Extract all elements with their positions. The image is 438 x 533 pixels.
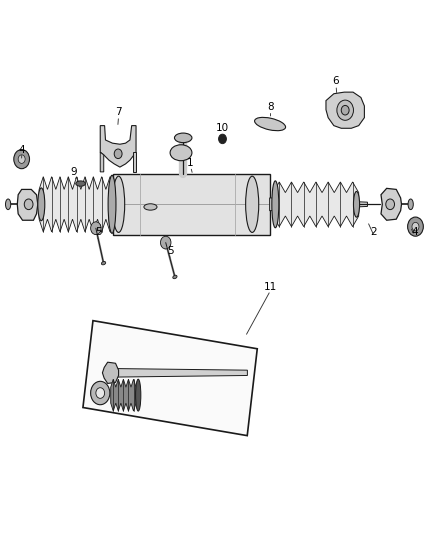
- Ellipse shape: [353, 191, 360, 217]
- Circle shape: [412, 222, 419, 231]
- Polygon shape: [161, 236, 166, 243]
- Text: 9: 9: [71, 167, 78, 177]
- Ellipse shape: [38, 188, 45, 221]
- Ellipse shape: [113, 176, 125, 232]
- Polygon shape: [166, 239, 170, 246]
- Circle shape: [18, 155, 25, 164]
- Polygon shape: [102, 362, 119, 383]
- Circle shape: [91, 381, 110, 405]
- Polygon shape: [92, 222, 96, 228]
- Polygon shape: [273, 182, 359, 227]
- Polygon shape: [100, 152, 104, 172]
- Bar: [83, 321, 257, 435]
- Polygon shape: [96, 225, 100, 231]
- Ellipse shape: [76, 181, 85, 186]
- Polygon shape: [17, 189, 38, 220]
- Ellipse shape: [272, 181, 279, 228]
- Ellipse shape: [108, 175, 116, 233]
- Polygon shape: [133, 152, 136, 172]
- Ellipse shape: [341, 106, 349, 115]
- Polygon shape: [111, 379, 136, 411]
- Polygon shape: [116, 368, 247, 377]
- Polygon shape: [100, 126, 136, 167]
- Ellipse shape: [114, 149, 122, 159]
- Ellipse shape: [136, 379, 141, 411]
- Text: 11: 11: [264, 282, 277, 292]
- Polygon shape: [161, 243, 166, 249]
- Text: 4: 4: [18, 144, 25, 155]
- Ellipse shape: [254, 117, 286, 131]
- Ellipse shape: [174, 133, 192, 143]
- Text: 7: 7: [115, 107, 122, 117]
- Polygon shape: [166, 243, 170, 249]
- Ellipse shape: [144, 204, 157, 210]
- Polygon shape: [326, 92, 364, 128]
- Ellipse shape: [408, 199, 413, 209]
- Text: 8: 8: [267, 102, 274, 112]
- Circle shape: [96, 387, 105, 398]
- Polygon shape: [381, 188, 402, 220]
- Polygon shape: [161, 239, 166, 246]
- Ellipse shape: [170, 145, 192, 161]
- Ellipse shape: [24, 199, 33, 209]
- Circle shape: [91, 222, 101, 235]
- Text: 5: 5: [168, 246, 174, 255]
- Text: 10: 10: [216, 123, 229, 133]
- Ellipse shape: [337, 100, 353, 120]
- Polygon shape: [96, 228, 100, 235]
- Ellipse shape: [246, 176, 259, 232]
- Text: 6: 6: [333, 77, 339, 86]
- Ellipse shape: [102, 262, 106, 265]
- Text: 5: 5: [95, 227, 102, 237]
- Ellipse shape: [6, 199, 11, 209]
- Polygon shape: [96, 222, 100, 228]
- Bar: [113, 174, 270, 235]
- Ellipse shape: [173, 275, 177, 279]
- Text: 2: 2: [371, 227, 377, 237]
- Text: 1: 1: [187, 158, 194, 168]
- Circle shape: [14, 150, 29, 168]
- Ellipse shape: [386, 199, 395, 209]
- Text: 4: 4: [411, 227, 418, 237]
- Circle shape: [408, 217, 424, 236]
- Polygon shape: [39, 176, 114, 232]
- Polygon shape: [92, 228, 96, 235]
- Polygon shape: [92, 225, 96, 231]
- Circle shape: [219, 134, 226, 144]
- Polygon shape: [270, 198, 367, 211]
- Polygon shape: [166, 236, 170, 243]
- Circle shape: [160, 236, 171, 249]
